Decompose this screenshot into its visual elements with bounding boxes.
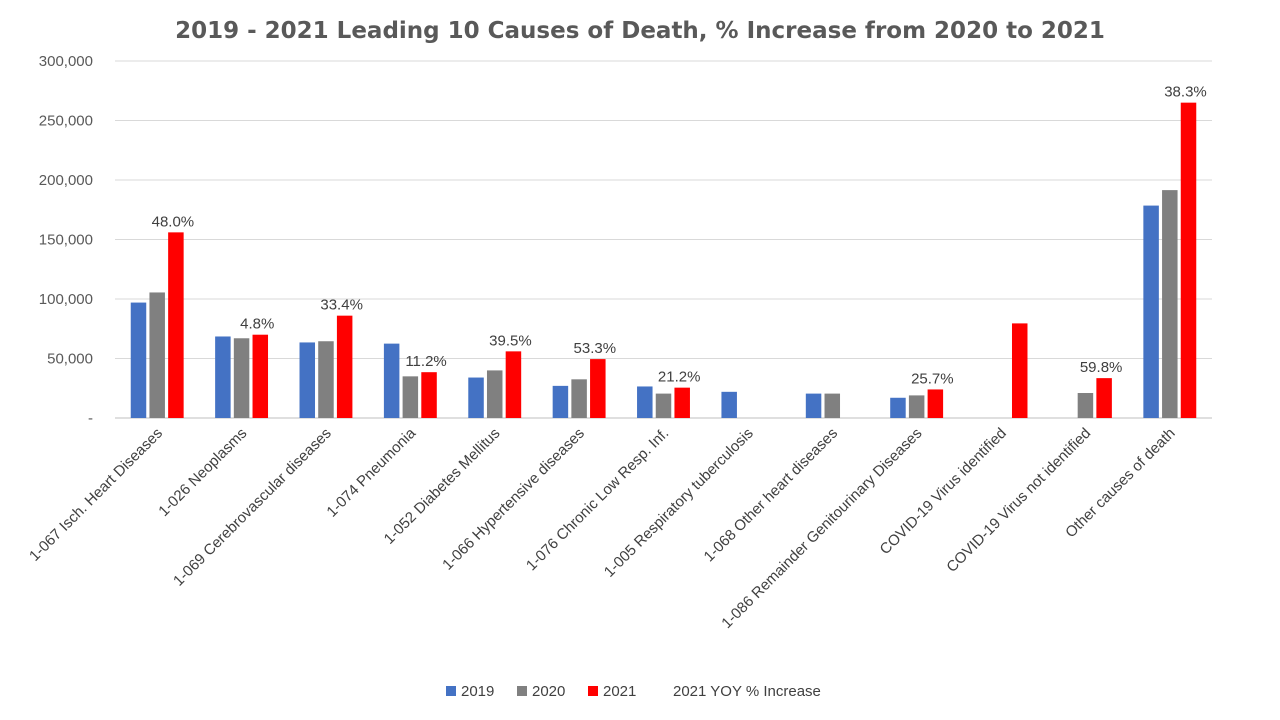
bar-2019 <box>383 343 400 418</box>
x-category-label: 1-066 Hypertensive diseases <box>439 425 588 574</box>
bar-2020 <box>1077 393 1094 418</box>
legend: 2019 2020 2021 2021 YOY % Increase <box>446 683 821 700</box>
bar-2019 <box>805 393 822 418</box>
yoy-data-label: 48.0% <box>152 213 195 230</box>
x-category-label: 1-076 Chronic Low Resp. Inf. <box>523 425 672 574</box>
bar-2019 <box>468 377 484 418</box>
y-tick-label: 150,000 <box>39 232 93 249</box>
legend-label: 2019 <box>461 683 494 700</box>
bar-2019 <box>1143 205 1159 418</box>
legend-swatch-2020 <box>517 686 527 696</box>
bar-2019 <box>552 385 569 418</box>
bar-2021 <box>1096 378 1112 418</box>
yoy-data-label: 11.2% <box>405 353 446 370</box>
bar-2019 <box>215 336 231 418</box>
bar-2020 <box>318 341 334 418</box>
chart-title: 2019 - 2021 Leading 10 Causes of Death, … <box>175 18 1105 44</box>
bar-2020 <box>571 379 587 418</box>
y-axis: - 50,000 100,000 150,000 200,000 250,000 300,0… <box>39 53 93 427</box>
x-category-label: 1-005 Respiratory tuberculosis <box>601 425 757 581</box>
gridlines <box>115 60 1212 419</box>
yoy-data-label: 4.8% <box>240 316 274 333</box>
yoy-data-label: 25.7% <box>911 370 954 387</box>
bar-2020 <box>149 292 165 418</box>
bar-2020 <box>655 393 672 418</box>
x-category-label: 1-068 Other heart diseases <box>701 425 842 566</box>
bar-2021 <box>590 359 606 418</box>
bar-2021 <box>674 387 690 418</box>
yoy-data-label: 21.2% <box>658 369 701 386</box>
bar-2021 <box>252 334 269 418</box>
y-tick-label: 200,000 <box>39 172 93 189</box>
y-tick-label: 300,000 <box>39 53 93 70</box>
bar-2020 <box>908 395 925 418</box>
bar-2020 <box>824 393 841 418</box>
bar-2021 <box>336 315 353 418</box>
yoy-data-label: 33.4% <box>320 297 363 314</box>
yoy-data-label: 53.3% <box>574 340 617 357</box>
bar-2019 <box>721 391 737 418</box>
bar-2021 <box>1011 323 1028 418</box>
bar-2021 <box>168 232 184 418</box>
legend-label: 2020 <box>532 683 565 700</box>
bar-2021 <box>505 351 522 418</box>
legend-swatch-2021 <box>588 686 598 696</box>
y-tick-label: - <box>88 410 93 427</box>
legend-swatch-2019 <box>446 686 456 696</box>
bar-2020 <box>233 338 250 418</box>
x-category-label: 1-074 Pneumonia <box>323 424 419 520</box>
bar-2020 <box>1162 190 1178 418</box>
bar-2021 <box>1180 102 1197 419</box>
bar-2021 <box>421 372 437 418</box>
x-category-label: COVID-19 Virus not identified <box>943 425 1094 576</box>
x-category-label: 1-026 Neoplasms <box>155 425 250 520</box>
y-tick-label: 50,000 <box>47 351 93 368</box>
bar-2019 <box>637 386 653 418</box>
yoy-data-label: 38.3% <box>1164 84 1207 101</box>
x-category-label: 1-067 Isch. Heart Diseases <box>26 425 166 565</box>
y-tick-label: 250,000 <box>39 113 93 130</box>
legend-label: 2021 <box>603 683 636 700</box>
bar-2021 <box>927 389 944 418</box>
bar-2020 <box>402 376 419 418</box>
bars <box>130 102 1197 419</box>
x-category-label: 1-069 Cerebrovascular diseases <box>170 425 335 590</box>
bar-2019 <box>299 342 316 418</box>
data-labels: 48.0% 4.8% 33.4% 11.2% 39.5% 53.3% 21.2% 25.7% 5… <box>152 84 1207 388</box>
y-tick-label: 100,000 <box>39 291 93 308</box>
legend-label-yoy: 2021 YOY % Increase <box>673 683 821 700</box>
bar-2019 <box>890 397 906 418</box>
yoy-data-label: 39.5% <box>489 332 532 349</box>
yoy-data-label: 59.8% <box>1080 359 1123 376</box>
bar-2019 <box>130 302 147 418</box>
bar-2020 <box>486 370 503 418</box>
